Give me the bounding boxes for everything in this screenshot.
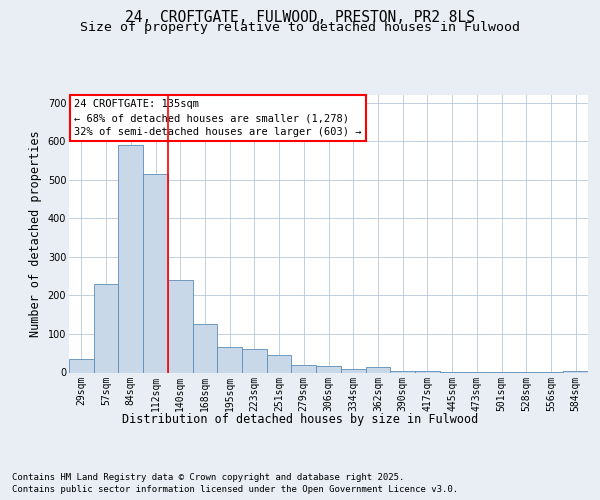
Bar (415, 371, 440, 372)
Text: Distribution of detached houses by size in Fulwood: Distribution of detached houses by size … (122, 412, 478, 426)
Text: Size of property relative to detached houses in Fulwood: Size of property relative to detached ho… (80, 22, 520, 35)
Text: Contains HM Land Registry data © Crown copyright and database right 2025.: Contains HM Land Registry data © Crown c… (12, 472, 404, 482)
Text: 24, CROFTGATE, FULWOOD, PRESTON, PR2 8LS: 24, CROFTGATE, FULWOOD, PRESTON, PR2 8LS (125, 10, 475, 25)
Text: Contains public sector information licensed under the Open Government Licence v3: Contains public sector information licen… (12, 485, 458, 494)
Bar (292, 365, 316, 372)
Bar (267, 355, 292, 372)
Bar (316, 366, 341, 372)
Bar (390, 370, 415, 372)
Bar (143, 174, 168, 372)
Y-axis label: Number of detached properties: Number of detached properties (29, 130, 42, 337)
Bar (193, 324, 217, 372)
Bar (365, 366, 390, 372)
Bar (118, 145, 143, 372)
Bar (168, 280, 193, 372)
Bar (217, 348, 242, 372)
Text: 24 CROFTGATE: 135sqm
← 68% of detached houses are smaller (1,278)
32% of semi-de: 24 CROFTGATE: 135sqm ← 68% of detached h… (74, 99, 362, 137)
Bar (94, 284, 118, 372)
Bar (69, 359, 94, 372)
Bar (242, 348, 267, 372)
Bar (341, 368, 365, 372)
